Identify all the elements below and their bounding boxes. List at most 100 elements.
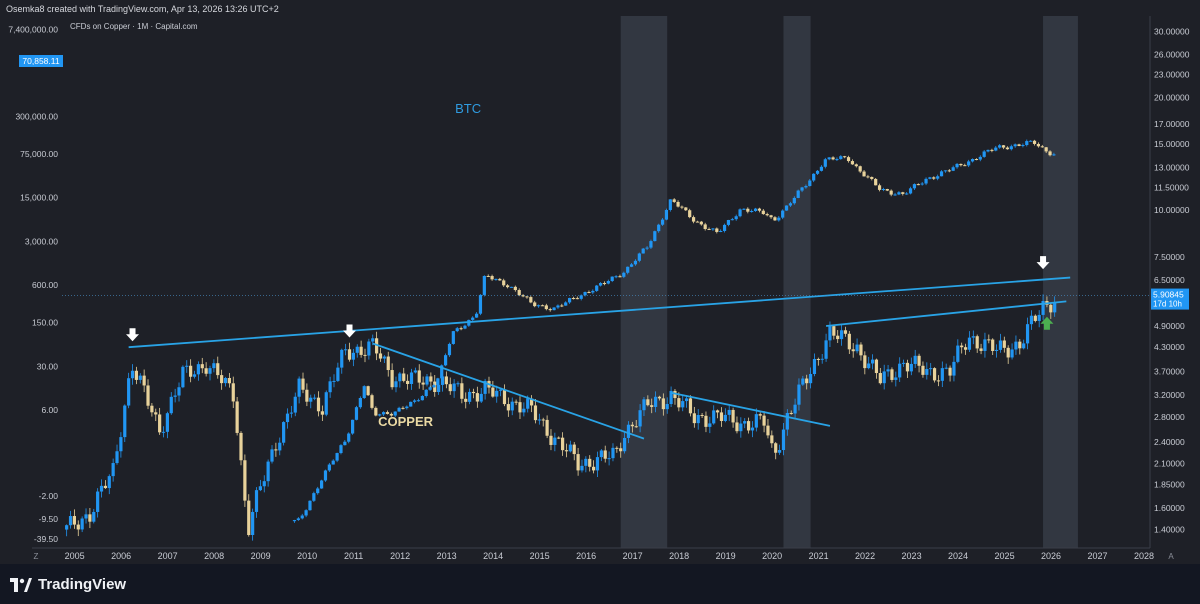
copper-candle [270,449,274,462]
right-tick-label: 6.50000 [1154,275,1185,285]
copper-candle [444,376,448,385]
copper-candle [398,373,402,382]
copper-candle [630,424,634,427]
x-tick-label: 2025 [995,551,1015,561]
btc-candle [556,305,560,308]
copper-candle [158,414,162,433]
copper-candle [1018,341,1022,349]
btc-candle [680,206,684,208]
copper-candle [956,345,960,362]
btc-candle [970,159,975,162]
copper-candle [316,397,321,412]
copper-candle [1041,301,1045,315]
copper-candle [510,401,514,411]
btc-candle [730,219,734,221]
btc-candle [347,433,351,442]
copper-candle [502,389,507,405]
copper-candle [274,449,278,451]
copper-candle [948,367,952,376]
btc-candle [761,210,765,215]
copper-candle [886,369,890,372]
copper-candle [169,396,173,414]
copper-candle [247,500,251,535]
btc-candle [641,248,645,254]
copper-candle [448,384,452,392]
copper-candle [142,375,146,386]
copper-candle [673,390,677,399]
copper-candle [251,511,255,535]
btc-last-price-bg [19,55,63,67]
down-arrow-icon [1036,256,1050,270]
copper-candle [278,442,282,451]
btc-candle [440,365,444,379]
copper-candle [111,463,115,477]
btc-candle [874,178,878,186]
btc-candle [908,188,913,194]
btc-candle [544,305,548,310]
copper-candle [929,368,933,370]
btc-candle [986,149,990,152]
copper-candle [425,376,429,385]
btc-candle [1040,146,1044,148]
copper-candle [723,414,727,422]
right-tick-label: 10.00000 [1154,205,1190,215]
btc-candle [575,298,579,300]
copper-candle [595,457,600,471]
btc-candle [412,400,417,402]
x-tick-label: 2020 [762,551,782,561]
x-tick-label: 2028 [1134,551,1154,561]
copper-candle [235,401,239,433]
btc-candle [362,386,366,398]
tradingview-logo[interactable]: TradingView [10,576,126,593]
copper-candle [874,359,879,374]
copper-candle [646,399,650,406]
x-tick-label: 2016 [576,551,596,561]
copper-candle [506,404,510,411]
btc-candle [715,228,719,232]
copper-candle [657,396,662,399]
btc-candle [1001,145,1006,148]
right-tick-label: 23.00000 [1154,70,1190,80]
x-tick-label: 2006 [111,551,131,561]
copper-candle [340,349,344,368]
copper-candle [692,413,696,424]
btc-candle [482,275,486,295]
btc-candle [405,406,409,409]
tradingview-logo-icon [10,577,32,592]
btc-candle [691,217,696,222]
btc-candle [854,164,858,167]
copper-last-price-bg [1151,288,1189,310]
btc-candle [622,272,626,277]
copper-candle [909,363,913,372]
btc-candle [393,411,397,416]
btc-candle [703,224,707,230]
x-tick-label: 2027 [1088,551,1108,561]
btc-candle [626,266,630,273]
copper-candle [808,374,813,384]
copper-candle [975,336,979,349]
btc-candle [889,190,893,195]
btc-candle [792,197,796,204]
copper-candle [355,346,359,353]
btc-candle [843,156,847,158]
btc-candle [350,419,355,434]
copper-candle [677,398,681,408]
btc-candle [664,209,669,220]
copper-candle [774,443,778,453]
btc-candle [877,185,882,190]
copper-candle [282,422,286,443]
copper-candle [406,380,410,384]
btc-candle [831,157,835,160]
copper-candle [84,514,88,519]
copper-candle [220,375,224,384]
right-tick-label: 1.85000 [1154,479,1185,489]
btc-candle [846,157,851,162]
copper-candle [932,368,937,381]
btc-candle [1017,144,1021,146]
btc-candle [800,187,804,191]
left-tick-label: -39.50 [34,534,58,544]
symbol-label: CFDs on Copper · 1M · Capital.com [70,22,198,31]
copper-candle [669,390,673,405]
btc-candle [610,276,614,282]
